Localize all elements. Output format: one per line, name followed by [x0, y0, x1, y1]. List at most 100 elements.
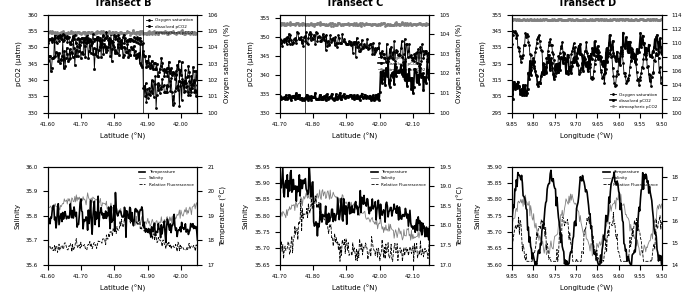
atmospheric pCO2 [535, 18, 544, 21]
Relative Fluorescence [548, 260, 557, 263]
Temperature [426, 225, 434, 229]
Y-axis label: Salinity: Salinity [475, 203, 481, 229]
Relative Fluorescence [414, 252, 422, 256]
Oxygen saturation [507, 43, 516, 46]
Temperature [162, 241, 170, 244]
atmospheric pCO2 [282, 24, 290, 27]
Oxygen saturation [102, 30, 110, 34]
X-axis label: Latitude (°N): Latitude (°N) [332, 285, 377, 292]
Y-axis label: Temperature (°C): Temperature (°C) [220, 186, 227, 245]
dissolved pCO2 [419, 88, 428, 92]
atmospheric pCO2 [310, 24, 318, 28]
Salinity [316, 188, 324, 192]
Salinity [44, 209, 52, 213]
X-axis label: Latitude (°N): Latitude (°N) [100, 285, 145, 292]
Line: Salinity: Salinity [280, 190, 430, 240]
dissolved pCO2 [514, 85, 522, 88]
Oxygen saturation [188, 90, 196, 94]
dissolved pCO2 [72, 49, 80, 52]
atmospheric pCO2 [83, 30, 91, 34]
Oxygen saturation [276, 37, 284, 40]
Oxygen saturation [152, 107, 160, 110]
Temperature [194, 238, 202, 242]
atmospheric pCO2 [514, 18, 522, 21]
Oxygen saturation [194, 83, 202, 87]
Oxygen saturation [651, 54, 659, 57]
atmospheric pCO2 [426, 22, 434, 26]
Salinity [419, 228, 428, 231]
Y-axis label: Salinity: Salinity [14, 203, 20, 229]
Temperature [188, 225, 196, 228]
Line: Salinity: Salinity [512, 193, 662, 256]
dissolved pCO2 [194, 70, 202, 73]
Relative Fluorescence [312, 194, 320, 198]
Oxygen saturation [645, 80, 653, 83]
dissolved pCO2 [507, 93, 516, 96]
Salinity [284, 208, 293, 212]
Salinity [188, 213, 196, 216]
Salinity [426, 232, 434, 235]
Line: dissolved pCO2: dissolved pCO2 [47, 34, 198, 92]
Oxygen saturation [514, 46, 522, 49]
atmospheric pCO2 [574, 19, 582, 22]
dissolved pCO2 [276, 94, 284, 98]
Line: atmospheric pCO2: atmospheric pCO2 [47, 29, 198, 36]
dissolved pCO2 [548, 66, 557, 70]
Salinity [194, 208, 202, 211]
dissolved pCO2 [619, 31, 627, 34]
Relative Fluorescence [651, 232, 659, 235]
Temperature [316, 202, 325, 205]
Relative Fluorescence [276, 252, 284, 255]
Temperature [419, 221, 427, 225]
Temperature [284, 179, 293, 183]
Temperature [413, 229, 421, 233]
Salinity [514, 201, 522, 204]
Salinity [146, 224, 154, 228]
Title: Transect C: Transect C [326, 0, 383, 8]
Oxygen saturation [647, 84, 655, 88]
Y-axis label: Temperature (°C): Temperature (°C) [457, 186, 464, 245]
dissolved pCO2 [536, 81, 544, 85]
Salinity [50, 206, 58, 210]
dissolved pCO2 [426, 69, 434, 72]
Relative Fluorescence [182, 248, 190, 251]
Relative Fluorescence [284, 242, 293, 245]
Temperature [517, 178, 525, 181]
Temperature [53, 220, 61, 223]
atmospheric pCO2 [284, 22, 293, 26]
dissolved pCO2 [107, 33, 115, 36]
Line: dissolved pCO2: dissolved pCO2 [511, 32, 662, 100]
dissolved pCO2 [181, 89, 189, 93]
atmospheric pCO2 [53, 31, 61, 34]
Legend: Temperature, Salinity, Relative Fluorescence: Temperature, Salinity, Relative Fluoresc… [370, 169, 428, 188]
Relative Fluorescence [85, 243, 93, 246]
atmospheric pCO2 [178, 28, 186, 32]
Y-axis label: Oxygen saturation (%): Oxygen saturation (%) [456, 24, 462, 103]
Line: Oxygen saturation: Oxygen saturation [511, 31, 662, 87]
Relative Fluorescence [282, 249, 290, 252]
Salinity [282, 216, 290, 220]
Temperature [547, 168, 555, 172]
Title: Transect D: Transect D [558, 0, 616, 8]
Oxygen saturation [284, 32, 293, 35]
atmospheric pCO2 [392, 20, 400, 24]
Temperature [44, 206, 52, 209]
Line: Oxygen saturation: Oxygen saturation [47, 31, 198, 109]
dissolved pCO2 [646, 54, 654, 58]
Salinity [507, 225, 516, 228]
atmospheric pCO2 [316, 20, 325, 24]
atmospheric pCO2 [303, 22, 312, 26]
dissolved pCO2 [182, 81, 190, 84]
Salinity [53, 205, 61, 209]
atmospheric pCO2 [651, 18, 659, 21]
Temperature [536, 242, 544, 245]
Salinity [589, 254, 597, 258]
Legend: Temperature, Salinity, Relative Fluorescence: Temperature, Salinity, Relative Fluoresc… [138, 169, 195, 188]
Relative Fluorescence [536, 227, 544, 231]
Line: Temperature: Temperature [48, 193, 198, 243]
Legend: Oxygen saturation, dissolved pCO2, atmospheric pCO2: Oxygen saturation, dissolved pCO2, atmos… [376, 54, 428, 74]
Temperature [646, 191, 654, 194]
Salinity [303, 196, 312, 200]
atmospheric pCO2 [645, 18, 653, 21]
Y-axis label: Salinity: Salinity [243, 203, 249, 229]
